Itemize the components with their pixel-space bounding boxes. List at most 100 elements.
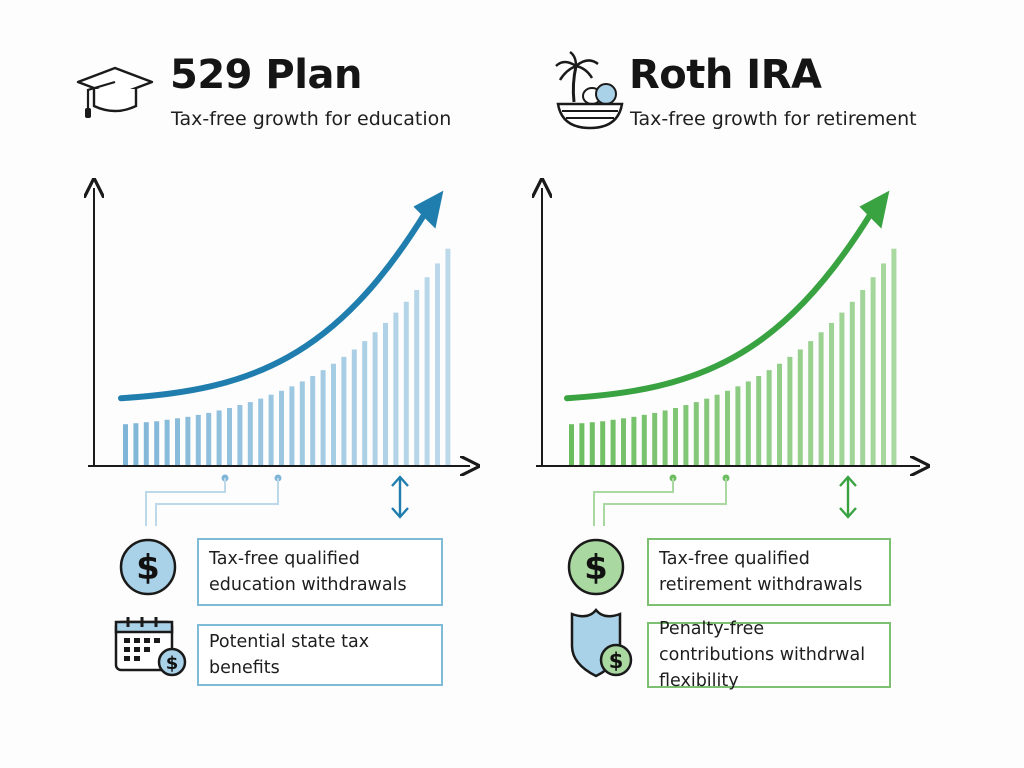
chart-bar — [631, 416, 637, 466]
svg-text:$: $ — [584, 548, 608, 588]
chart-bar — [143, 422, 149, 466]
chart-bar — [435, 263, 440, 466]
chart-bar — [310, 376, 316, 466]
chart-bar — [777, 363, 782, 466]
benefit-text: Tax-free qualified retirement withdrawal… — [659, 549, 863, 595]
palm-tree-basket-icon — [555, 50, 624, 130]
chart-bar — [569, 424, 574, 466]
chart-bar — [362, 341, 368, 466]
chart-bar — [870, 277, 876, 466]
chart-bar — [766, 370, 772, 466]
chart-bar — [735, 386, 741, 466]
chart-bar — [383, 322, 388, 466]
growth-curve — [118, 209, 429, 402]
chart-bar — [424, 277, 430, 466]
chart-bar — [756, 376, 762, 466]
double-arrow-head — [839, 475, 857, 487]
plan-title: Roth IRA — [629, 52, 822, 98]
chart-bar — [299, 381, 305, 466]
chart-bar — [247, 402, 253, 466]
growth-curve — [564, 209, 875, 402]
chart-bar — [175, 418, 180, 466]
plan-title: 529 Plan — [170, 52, 362, 98]
benefit-text: Tax-free qualified education withdrawals — [209, 549, 407, 595]
benefit-text: Potential state tax benefits — [209, 632, 370, 678]
chart-bar — [289, 386, 295, 466]
panel-roth-ira: Roth IRA Tax-free growth for retirement … — [512, 0, 1024, 768]
chart-bar — [341, 356, 347, 466]
benefit-box: Tax-free qualified retirement withdrawal… — [647, 538, 891, 606]
chart-bar — [797, 349, 803, 466]
benefit-box: Penalty-free contributions withdrwal fle… — [647, 619, 891, 691]
shield-dollar-icon: $ — [570, 608, 633, 678]
chart-bar — [860, 289, 866, 466]
chart-bar — [123, 424, 128, 466]
chart-bar — [331, 363, 336, 466]
benefit-text: Penalty-free contributions withdrwal fle… — [659, 619, 866, 691]
chart-bar — [351, 349, 357, 466]
chart-bar — [610, 419, 616, 466]
chart-bar — [787, 356, 793, 466]
graduation-cap-icon — [76, 66, 154, 118]
plan-subtitle: Tax-free growth for education — [171, 108, 452, 130]
chart-bar — [673, 407, 678, 466]
growth-chart — [0, 170, 512, 526]
chart-bar — [818, 332, 824, 466]
chart-bar — [881, 263, 886, 466]
chart-bar — [839, 312, 845, 466]
chart-bar — [652, 412, 658, 466]
chart-bar — [403, 301, 409, 466]
chart-bar — [714, 394, 720, 466]
benefit-box: Tax-free qualified education withdrawals — [197, 538, 443, 606]
chart-bar — [279, 390, 284, 466]
chart-bar — [227, 407, 232, 466]
chart-bar — [195, 414, 201, 466]
chart-bar — [704, 398, 710, 466]
chart-bar — [600, 421, 606, 466]
connector-line — [155, 478, 279, 526]
connector-line — [145, 478, 226, 526]
chart-bar — [808, 341, 814, 466]
benefit-box: Potential state tax benefits — [197, 624, 443, 686]
chart-bar — [237, 405, 243, 466]
chart-bar — [641, 414, 647, 466]
chart-bar — [372, 332, 378, 466]
chart-bar — [621, 418, 626, 466]
dollar-coin-icon: $ — [567, 538, 625, 596]
svg-text:$: $ — [136, 548, 160, 588]
growth-arrowhead — [859, 190, 890, 229]
growth-arrowhead — [413, 190, 444, 229]
chart-bar — [445, 248, 451, 466]
chart-bar — [745, 381, 751, 466]
dollar-coin-icon: $ — [119, 538, 177, 596]
chart-bar — [589, 422, 595, 466]
chart-bar — [133, 423, 139, 466]
double-arrow-head — [391, 507, 409, 519]
chart-bar — [579, 423, 585, 466]
calendar-dollar-icon: $ — [114, 617, 187, 677]
chart-bar — [891, 248, 897, 466]
chart-bar — [268, 394, 274, 466]
svg-text:$: $ — [166, 653, 179, 674]
connector-line — [593, 478, 674, 526]
chart-bar — [206, 412, 212, 466]
chart-bar — [320, 370, 326, 466]
chart-bar — [185, 416, 191, 466]
plan-subtitle: Tax-free growth for retirement — [630, 108, 917, 130]
double-arrow-head — [391, 475, 409, 487]
chart-bar — [693, 402, 699, 466]
chart-bar — [393, 312, 399, 466]
chart-bar — [164, 419, 170, 466]
chart-bar — [662, 410, 668, 466]
connector-line — [603, 478, 727, 526]
chart-bar — [216, 410, 222, 466]
panel-529-plan: 529 Plan Tax-free growth for education $… — [0, 52, 512, 686]
growth-chart — [512, 170, 1024, 526]
svg-text:$: $ — [609, 649, 624, 673]
double-arrow-head — [839, 507, 857, 519]
chart-bar — [414, 289, 420, 466]
chart-bar — [154, 421, 160, 466]
chart-bar — [829, 322, 834, 466]
chart-bar — [849, 301, 855, 466]
chart-bar — [258, 398, 264, 466]
